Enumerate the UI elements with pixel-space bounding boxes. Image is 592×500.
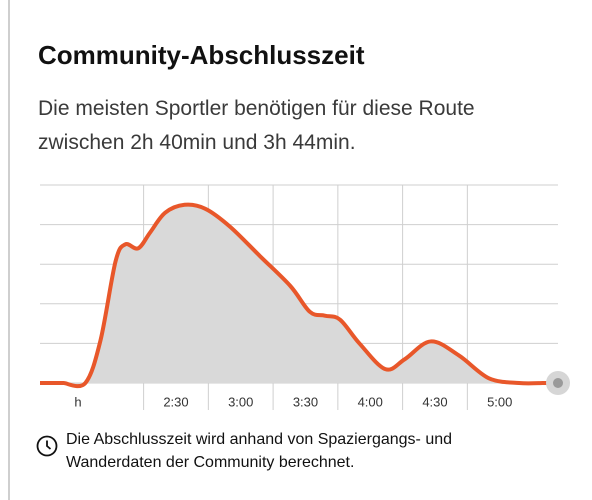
footnote-text: Die Abschlusszeit wird anhand von Spazie…	[66, 431, 453, 471]
clock-icon	[36, 435, 58, 457]
x-tick-label: 2:30	[163, 394, 188, 409]
x-tick-label: 3:00	[228, 394, 253, 409]
chart: h 2:30 3:00 3:30 4:00 4:30 5:00	[40, 184, 570, 410]
x-axis-label: h	[74, 394, 81, 409]
panel-edge	[8, 0, 10, 500]
title: Community-Abschlusszeit	[38, 40, 365, 70]
end-handle	[553, 378, 563, 389]
area-line	[61, 202, 545, 389]
footnote: Die Abschlusszeit wird anhand von Spazie…	[36, 428, 536, 474]
x-tick-label: 3:30	[293, 394, 318, 409]
x-tick-label: 4:30	[422, 394, 447, 409]
subtitle: Die meisten Sportler benötigen für diese…	[38, 97, 475, 154]
area-fill	[63, 204, 543, 387]
x-tick-label: 4:00	[358, 394, 383, 409]
x-tick-label: 5:00	[487, 394, 512, 409]
